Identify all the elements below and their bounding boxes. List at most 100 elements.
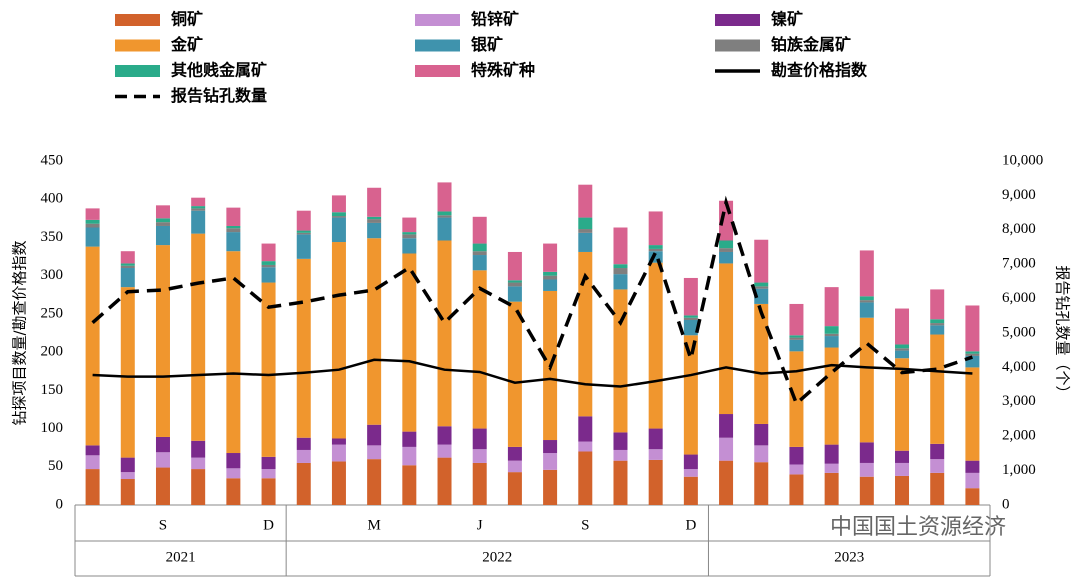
year-label: 2023 [834, 549, 864, 565]
bar-segment [578, 229, 593, 233]
bar-segment [507, 280, 522, 283]
bar-segment [965, 305, 980, 352]
bar-segment [367, 216, 382, 220]
bar-segment [191, 206, 206, 209]
bar-segment [226, 225, 241, 229]
bar-segment [261, 261, 276, 265]
bar-segment [191, 233, 206, 441]
bar-segment [930, 325, 945, 335]
bar-segment [331, 216, 346, 218]
bar-segment [261, 478, 276, 505]
y-tick-label: 150 [41, 382, 64, 398]
bar-segment [296, 258, 311, 438]
bar-segment [331, 461, 346, 505]
bar-segment [437, 240, 452, 427]
bar-segment [578, 441, 593, 452]
bar-segment [191, 440, 206, 458]
bar-segment [472, 255, 487, 271]
bar-segment [402, 253, 417, 432]
bar-segment [648, 428, 663, 450]
bar-segment [824, 463, 839, 473]
bar-segment [261, 267, 276, 283]
bar-segment [683, 469, 698, 477]
legend-swatch [415, 14, 460, 26]
bar-segment [683, 317, 698, 321]
y2-tick-label: 9,000 [1002, 187, 1036, 203]
y-tick-label: 450 [41, 152, 64, 168]
bar-segment [402, 446, 417, 466]
bar-segment [331, 242, 346, 439]
bar-segment [895, 348, 910, 351]
x-tick-label: D [685, 517, 696, 533]
bar-segment [261, 456, 276, 470]
y2-tick-label: 7,000 [1002, 256, 1036, 272]
bar-segment [85, 445, 100, 456]
bar-segment [648, 449, 663, 460]
bar-segment [859, 300, 874, 303]
x-tick-label: S [159, 517, 167, 533]
bar-segment [543, 279, 558, 291]
bar-segment [402, 217, 417, 233]
bar-segment [472, 449, 487, 463]
bar-segment [895, 475, 910, 505]
y-tick-label: 200 [41, 344, 64, 360]
bar-segment [191, 210, 206, 234]
bar-segment [578, 232, 593, 252]
bar-segment [191, 457, 206, 470]
bar-segment [965, 353, 980, 356]
bar-segment [613, 449, 628, 461]
bar-segment [437, 215, 452, 218]
bar-segment [402, 232, 417, 235]
bar-segment [648, 211, 663, 246]
bar-segment [754, 423, 769, 446]
bar-segment [261, 264, 276, 268]
legend-label: 特殊矿种 [471, 61, 535, 80]
watermark: 中国国土资源经济 [830, 515, 1006, 540]
bar-segment [155, 245, 170, 437]
bar-segment [719, 248, 734, 252]
bar-segment [859, 250, 874, 297]
bar-segment [543, 271, 558, 276]
bar-segment [789, 464, 804, 475]
y-tick-label: 350 [41, 229, 64, 245]
bar-segment [402, 431, 417, 447]
bar-segment [859, 296, 874, 301]
bar-segment [191, 208, 206, 211]
bar-segment [296, 232, 311, 235]
bar-segment [859, 317, 874, 443]
bar-segment [155, 222, 170, 226]
bar-segment [543, 243, 558, 272]
bar-segment [191, 469, 206, 505]
bar-segment [789, 474, 804, 505]
bar-segment [331, 438, 346, 445]
bar-segment [543, 453, 558, 470]
y-tick-label: 0 [56, 496, 64, 512]
bar-segment [895, 462, 910, 476]
bar-segment [859, 462, 874, 477]
bar-segment [543, 469, 558, 505]
bar-segment [578, 416, 593, 442]
legend-swatch [415, 39, 460, 52]
bar-segment [120, 457, 135, 473]
bar-segment [85, 469, 100, 505]
bar-segment [789, 335, 804, 338]
bar-segment [930, 289, 945, 320]
bar-segment [824, 336, 839, 348]
bar-segment [331, 195, 346, 213]
bar-segment [261, 243, 276, 262]
x-tick-label: J [477, 517, 483, 533]
bar-segment [296, 437, 311, 450]
bar-segment [683, 277, 698, 316]
y-tick-label: 300 [41, 267, 64, 283]
bar-segment [437, 444, 452, 458]
bar-segment [683, 335, 698, 455]
bar-segment [824, 347, 839, 445]
bar-segment [226, 232, 241, 252]
bar-segment [261, 469, 276, 479]
bar-segment [719, 414, 734, 438]
bar-segment [402, 465, 417, 505]
bar-segment [507, 282, 522, 287]
bar-segment [85, 208, 100, 220]
bar-segment [895, 350, 910, 359]
bar-segment [155, 436, 170, 453]
